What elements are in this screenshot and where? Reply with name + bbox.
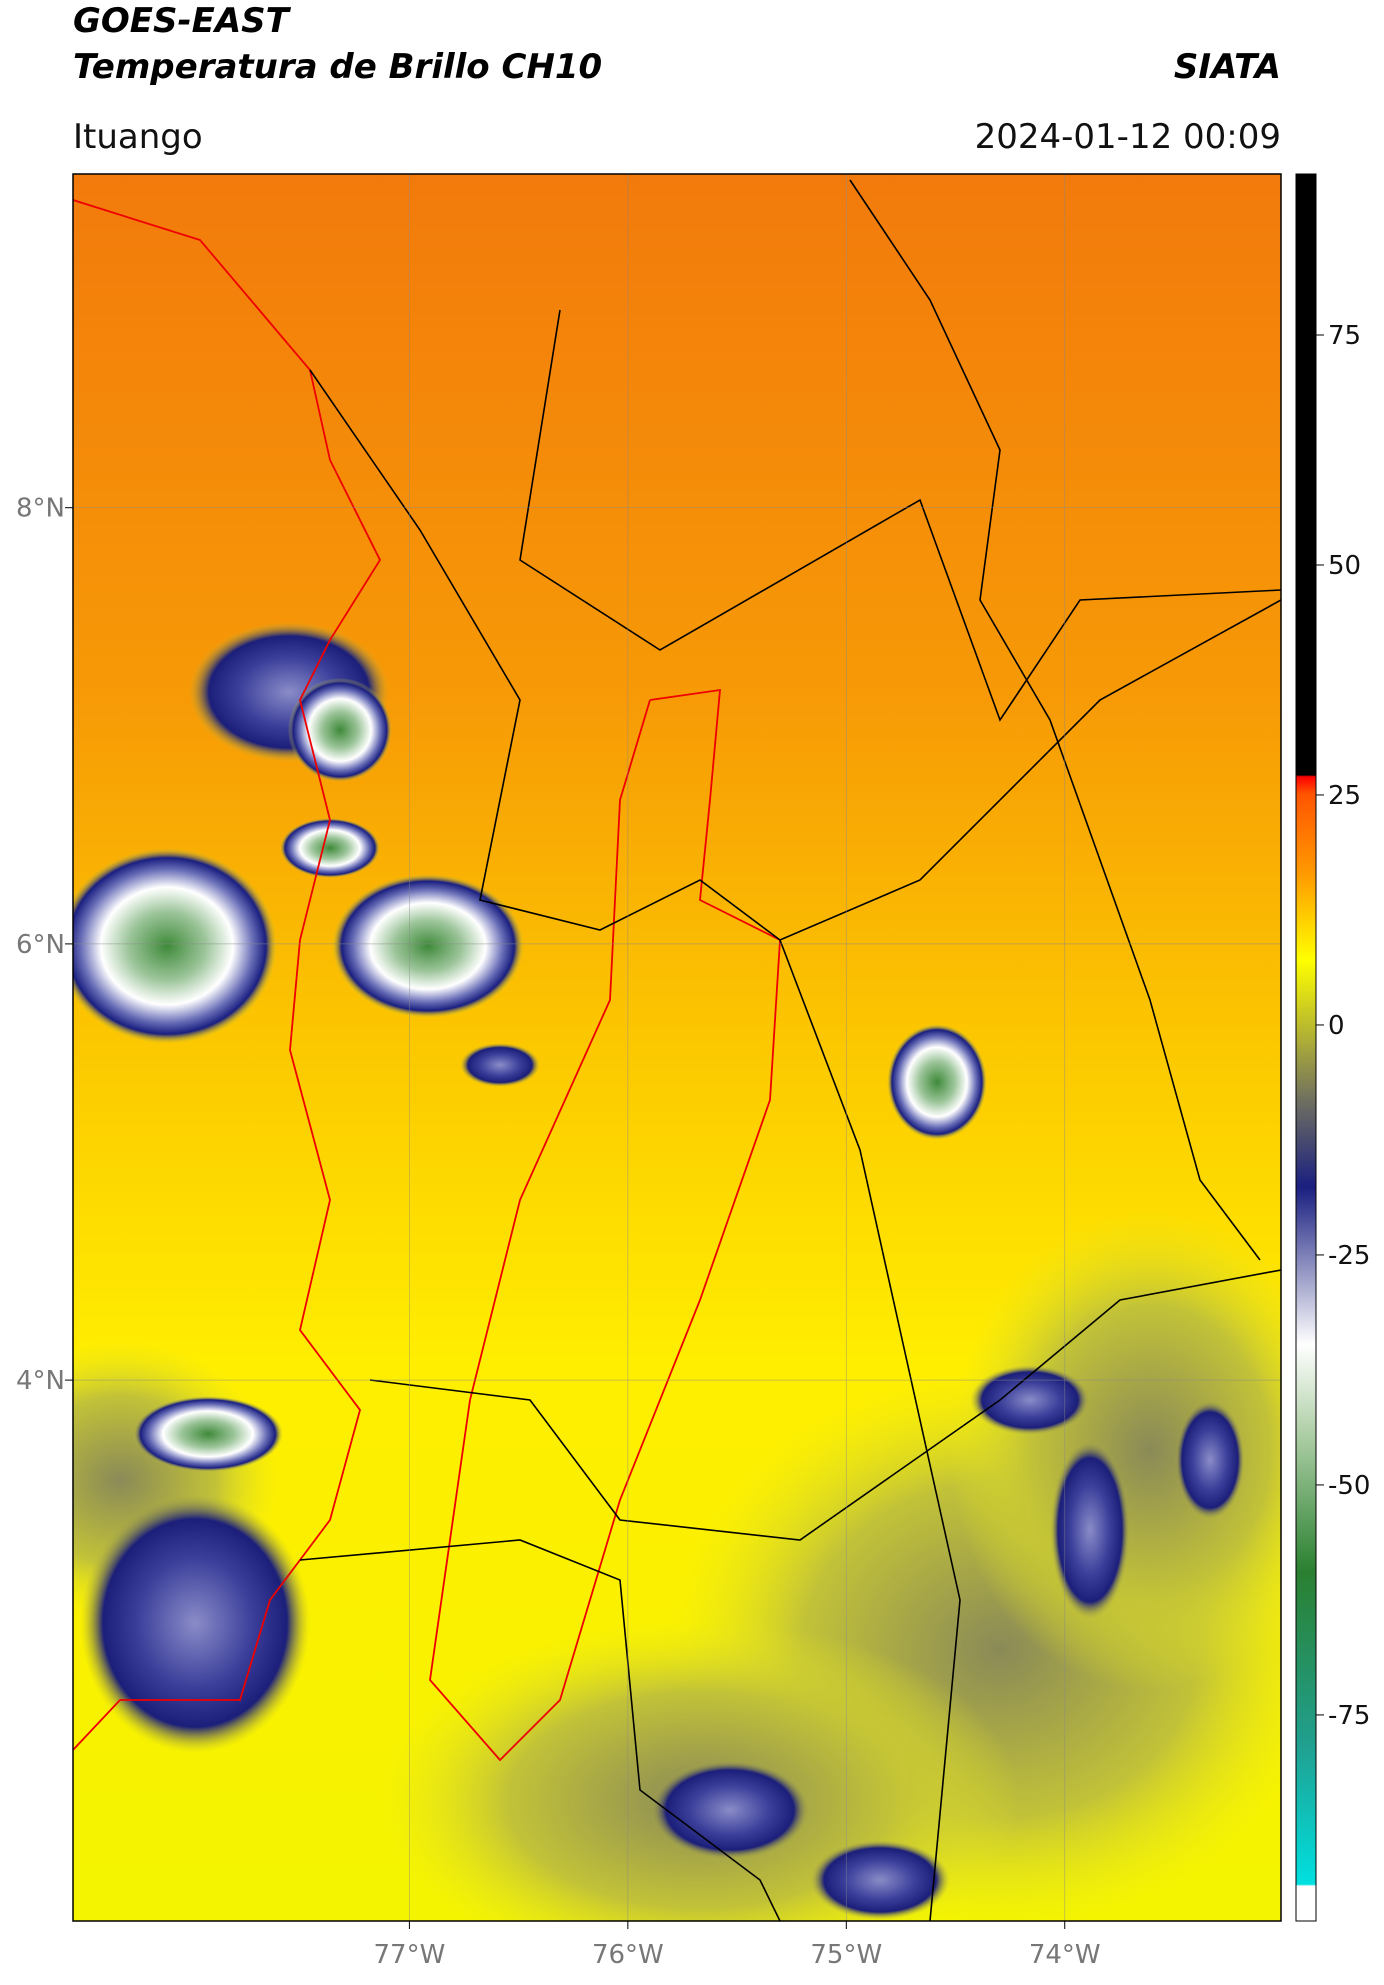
title: GOES-EAST	[73, 1, 292, 41]
satellite-image	[73, 174, 1281, 1921]
y-tick-label: 6°N	[16, 930, 65, 960]
colorbar-tick-label: 25	[1328, 781, 1361, 811]
source: SIATA	[1174, 47, 1281, 87]
x-tick-label: 74°W	[1029, 1940, 1101, 1970]
x-tick-label: 75°W	[810, 1940, 882, 1970]
colorbar-tick-label: 0	[1328, 1011, 1345, 1041]
subtitle: Temperatura de Brillo CH10	[73, 47, 602, 87]
x-tick-label: 77°W	[374, 1940, 446, 1970]
colorbar-tick-label: 75	[1328, 321, 1361, 351]
region: Ituango	[73, 117, 203, 157]
colorbar-tick-label: -75	[1328, 1701, 1370, 1731]
y-tick-label: 4°N	[16, 1366, 65, 1396]
x-tick-label: 76°W	[592, 1940, 664, 1970]
colorbar-tick-label: -50	[1328, 1471, 1370, 1501]
map-frame	[72, 173, 1282, 1922]
colorbar-tick-label: -25	[1328, 1241, 1370, 1271]
colorbar	[1295, 173, 1317, 1922]
colorbar-tick-label: 50	[1328, 551, 1361, 581]
y-tick-label: 8°N	[16, 494, 65, 524]
timestamp: 2024-01-12 00:09	[975, 117, 1281, 157]
